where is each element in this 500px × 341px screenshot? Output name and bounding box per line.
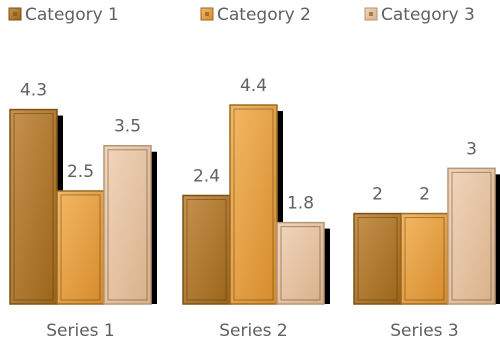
data-label: 2.4 [193, 166, 220, 186]
bar-bevel [280, 226, 321, 301]
category-label: Series 2 [219, 321, 288, 341]
bar [182, 194, 231, 305]
legend-label: Category 2 [217, 5, 311, 25]
legend-swatch-mark [13, 12, 17, 16]
bar [276, 221, 325, 305]
data-label: 1.8 [287, 194, 314, 214]
legend: Category 1 Category 2 Category 3 [8, 5, 475, 25]
category-label: Series 1 [46, 321, 115, 341]
category-label: Series 3 [390, 321, 459, 341]
x-axis: Series 1 Series 2 Series 3 [46, 321, 459, 341]
bar-bevel [451, 171, 492, 301]
data-label: 2 [419, 185, 430, 205]
bar-bevel [404, 217, 445, 301]
bar-bevel [186, 198, 227, 301]
data-label: 2.5 [67, 162, 94, 182]
bars [9, 104, 500, 305]
legend-item: Category 3 [364, 5, 475, 25]
bar [9, 108, 58, 305]
data-label: 3 [466, 139, 477, 159]
bar [400, 212, 449, 305]
data-label: 4.4 [240, 76, 267, 96]
bar [103, 144, 152, 305]
bar-bevel [233, 108, 274, 301]
legend-swatch-mark [369, 12, 373, 16]
bar [447, 167, 496, 305]
data-label: 4.3 [20, 81, 47, 101]
bar-bevel [60, 194, 101, 301]
legend-swatch-mark [205, 12, 209, 16]
bar [353, 212, 402, 305]
data-label: 3.5 [114, 117, 141, 137]
legend-item: Category 1 [8, 5, 119, 25]
data-labels: 4.3 2.5 3.5 2.4 4.4 1.8 2 2 3 [20, 76, 477, 214]
legend-label: Category 3 [381, 5, 475, 25]
bar [56, 190, 105, 305]
bar-bevel [107, 149, 148, 301]
bar-bevel [13, 113, 54, 301]
legend-item: Category 2 [200, 5, 311, 25]
bar [229, 104, 278, 305]
bar-bevel [357, 217, 398, 301]
legend-label: Category 1 [25, 5, 119, 25]
data-label: 2 [372, 185, 383, 205]
